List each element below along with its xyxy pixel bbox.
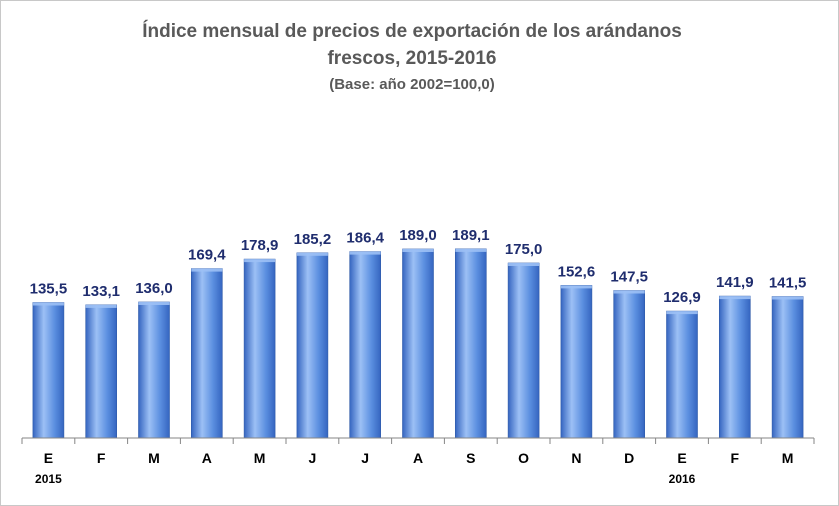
- x-tick-label: J: [361, 450, 369, 466]
- bar: [454, 248, 487, 439]
- value-label: 185,2: [294, 231, 332, 248]
- x-axis-year-labels: 2015 2016: [35, 472, 696, 486]
- value-label: 133,1: [82, 283, 120, 300]
- value-label: 189,1: [452, 227, 490, 244]
- x-tick-label: M: [254, 450, 266, 466]
- x-tick-label: N: [571, 450, 581, 466]
- x-tick-label: F: [97, 450, 106, 466]
- chart-title-line-1: Índice mensual de precios de exportación…: [142, 20, 682, 42]
- value-label: 186,4: [346, 230, 384, 247]
- x-tick-label: M: [148, 450, 160, 466]
- value-label: 189,0: [399, 227, 437, 244]
- x-tick-label: S: [466, 450, 475, 466]
- x-tick-label: D: [624, 450, 634, 466]
- bar-top-bevel: [508, 263, 540, 266]
- x-tick-label: A: [413, 450, 423, 466]
- bar-top-bevel: [719, 296, 751, 300]
- year-label: 2016: [669, 472, 696, 486]
- bar: [191, 268, 223, 439]
- value-label: 126,9: [663, 289, 701, 306]
- bar: [138, 301, 170, 439]
- year-label: 2015: [35, 472, 62, 486]
- bar: [32, 302, 65, 439]
- x-tick-label: J: [309, 450, 317, 466]
- bar-top-bevel: [402, 249, 434, 252]
- x-tick-label: A: [202, 450, 212, 466]
- bar-top-bevel: [138, 302, 170, 305]
- bar-top-bevel: [613, 290, 645, 294]
- value-label: 175,0: [505, 241, 543, 258]
- bar: [666, 310, 698, 439]
- bar: [560, 285, 593, 439]
- bar-top-bevel: [85, 304, 117, 308]
- bar: [718, 295, 751, 439]
- x-axis-ticks: [21, 438, 815, 444]
- bar: [349, 251, 382, 439]
- bar: [613, 290, 646, 439]
- chart-subtitle: (Base: año 2002=100,0): [329, 76, 495, 93]
- value-label: 136,0: [135, 280, 173, 297]
- value-labels-group: 135,5 133,1 136,0 169,4 178,9 185,2 186,4 189,0…: [30, 227, 807, 306]
- bar-top-bevel: [560, 285, 592, 289]
- bar-top-bevel: [772, 296, 804, 300]
- value-label: 141,9: [716, 274, 754, 291]
- bar: [243, 258, 276, 439]
- x-tick-label: E: [44, 450, 53, 466]
- bar-top-bevel: [666, 311, 698, 315]
- bar: [85, 304, 117, 439]
- bar-top-bevel: [349, 251, 381, 255]
- value-label: 169,4: [188, 247, 226, 264]
- x-tick-label: O: [518, 450, 529, 466]
- x-tick-label: E: [677, 450, 686, 466]
- bar-top-bevel: [191, 268, 223, 272]
- value-label: 141,5: [769, 275, 807, 292]
- bar-top-bevel: [455, 248, 487, 252]
- value-label: 152,6: [558, 263, 596, 280]
- bar: [507, 262, 540, 439]
- bar: [771, 296, 804, 439]
- value-label: 147,5: [610, 269, 648, 286]
- x-tick-label: M: [782, 450, 794, 466]
- value-label: 135,5: [30, 281, 68, 298]
- x-tick-label: F: [731, 450, 740, 466]
- bar: [296, 252, 329, 439]
- bar-top-bevel: [244, 259, 276, 263]
- bar: [402, 248, 434, 439]
- value-label: 178,9: [241, 237, 279, 254]
- bar-top-bevel: [296, 252, 328, 256]
- bar-top-bevel: [32, 302, 64, 306]
- chart-title-line-2: frescos, 2015-2016: [327, 48, 496, 69]
- bars-group: [32, 248, 804, 439]
